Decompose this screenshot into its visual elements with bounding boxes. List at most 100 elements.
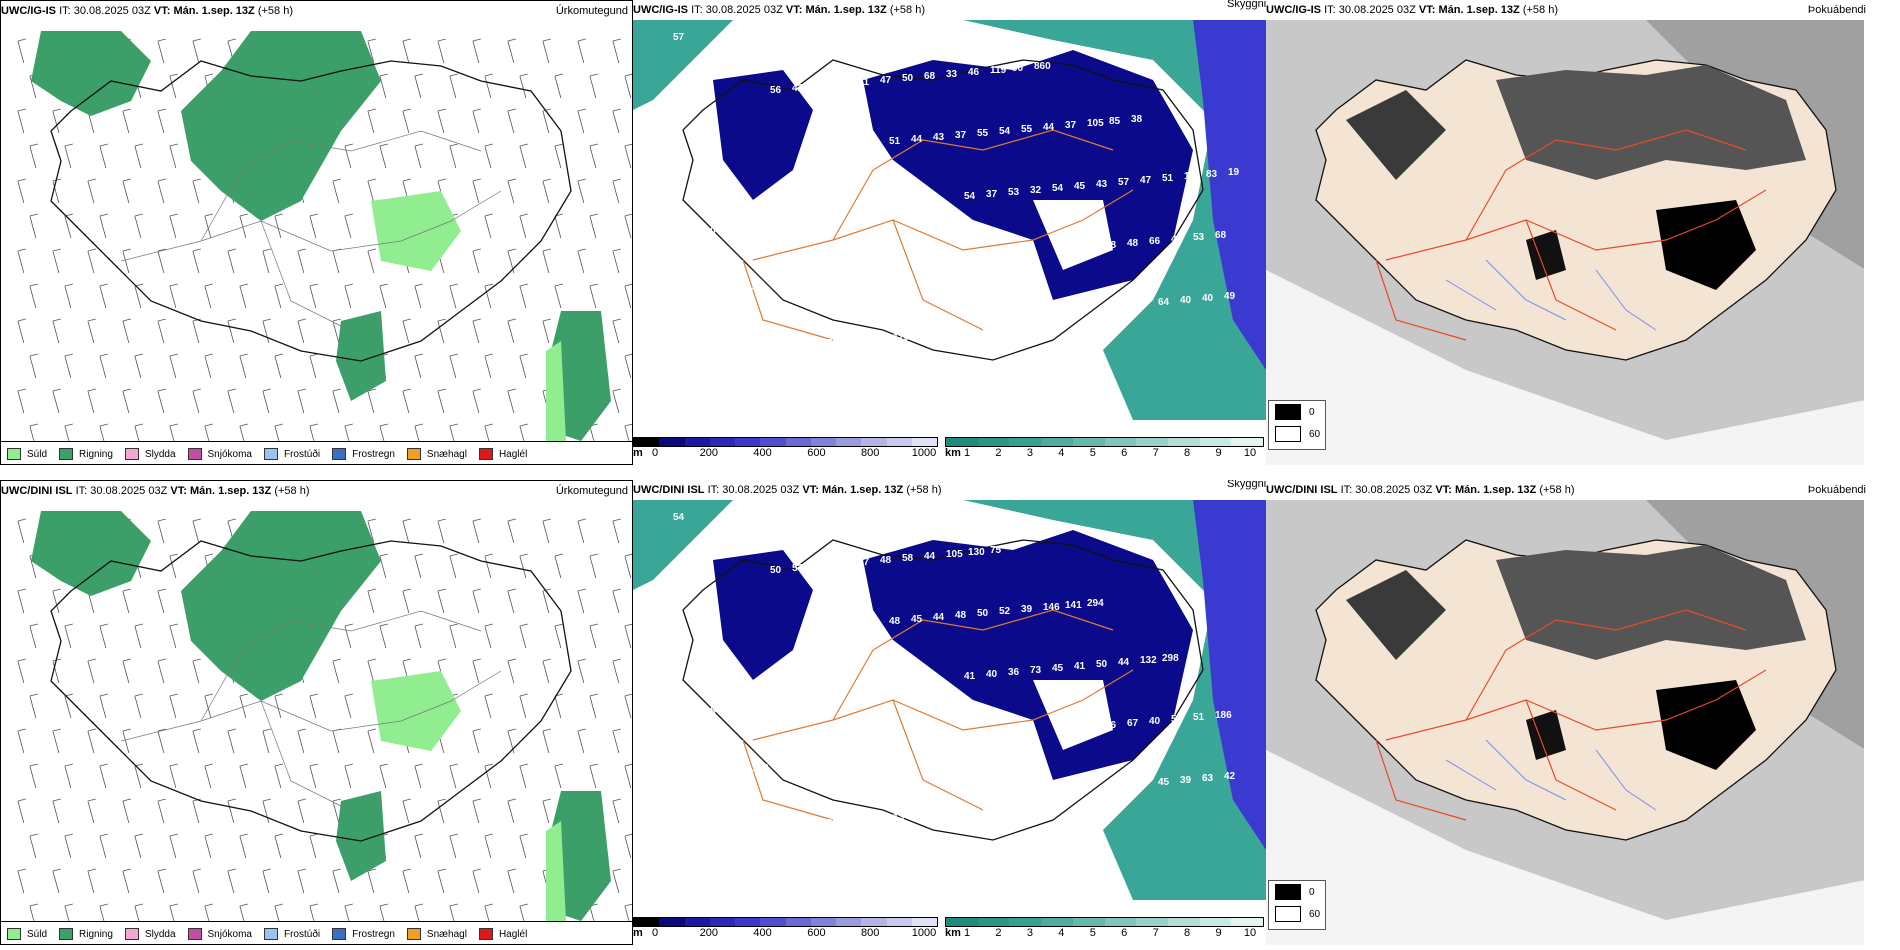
colorbar-tick-label: 2 [995,927,1002,939]
colorbar-tick-label: 800 [861,927,880,939]
vt-value: Mán. 1.sep. 13Z [1438,4,1520,16]
legend-swatch [406,928,421,940]
vt-label: VT: [1435,484,1452,496]
colorbar-tick-label: 400 [753,447,772,459]
lead-time: (+58 h) [906,484,942,496]
cloudbase-value-label: 43 [933,132,945,143]
colorbar-tick-label: 3 [1026,927,1033,939]
cloudbase-value-label: 57 [783,342,795,353]
legend-swatch [332,928,347,940]
fog-legend: 0 60 [1268,880,1326,930]
vt-value: Mán. 1.sep. 13Z [1454,484,1537,496]
cloudbase-value-label: 130 [968,547,985,558]
legend-swatch [478,448,493,460]
it-label: IT: [75,485,88,497]
model-name: UWC/DINI ISL [633,484,705,496]
cloudbase-value-label: 75 [990,545,1002,556]
cloudbase-value-label: 43 [871,334,883,345]
legend-label: Snjókoma [207,448,252,460]
cloudbase-value-label: 57 [686,289,698,300]
colorbar-tick-label: 2 [995,447,1002,459]
fog-legend-item: 0 [1269,401,1325,423]
cloudbase-value-label: 37 [955,130,967,141]
cloudbase-value-label: 54 [1052,183,1064,194]
cloudbase-value-label: 40 [1149,716,1161,727]
vt-value: Mán. 1.sep. 13Z [805,4,887,16]
fog-legend-item: 60 [1269,423,1325,445]
cloudbase-value-label: 15 [765,220,777,231]
colorbar-tick-label: 7 [1152,927,1159,939]
cloudbase-value-label: 44 [1118,657,1130,668]
cloudbase-value-label: 45 [1074,181,1086,192]
it-value: 30.08.2025 03Z [90,485,168,497]
cloudbase-value-label: 43 [774,281,786,292]
precip-legend-item: Snjókoma [187,448,252,460]
cloudbase-value-label: 37 [836,79,848,90]
cloudbase-value-label: 39 [739,346,751,357]
vt-label: VT: [785,4,803,16]
cloudbase-value-label: 57 [1171,714,1183,725]
vt-value: Mán. 1.sep. 13Z [821,484,904,496]
cloudbase-value-label: 51 [889,136,901,147]
cloudbase-value-label: 45 [1158,777,1170,788]
cloudbase-value-label: 40 [1180,295,1192,306]
it-value: 30.08.2025 03Z [705,4,783,16]
colorbar-tick-label: 1 [963,927,971,939]
cloudbase-map: 54 50 64 41 35 45 66 53 48 40 45 39 40 48 45 36 56 63 53 46… [633,500,1266,900]
cloudbase-value-label: 43 [849,336,861,347]
colorbar-tick-label: 1000 [911,447,937,459]
cloudbase-value-label: 83 [1206,169,1218,180]
precip-legend-item: Rigning [59,448,113,460]
cloudbase-value-label: 37 [986,189,998,200]
cloudbase-value-label: 39 [677,228,689,239]
legend-label: Snjókoma [207,928,252,940]
cloudbase-value-label: 55 [1021,124,1033,135]
cloudbase-colorbar: m 0 200 400 600 800 1000 [633,917,938,939]
cloudbase-value-label: 55 [827,338,839,349]
cloudbase-value-label: 237 [796,759,813,770]
cloudbase-value-label: 79 [761,344,773,355]
cloudbase-value-label: 44 [933,612,945,623]
cloudbase-value-label: 53 [1193,232,1205,243]
colorbar-tick-label: 3 [1026,447,1033,459]
colorbar-tick-label: 200 [699,927,718,939]
panel-header: UWC/DINI ISL IT: 30.08.2025 03Z VT: Mán.… [633,480,1266,500]
it-value: 30.08.2025 03Z [1338,4,1416,16]
cloudbase-value-label: 50 [977,608,989,619]
legend-label: Frostregn [352,448,395,460]
precip-map-svg [17,31,632,441]
colorbar-tick-label: 600 [807,447,826,459]
colorbar-tick-label: 10 [1243,447,1257,459]
cloudbase-value-label: 55 [977,128,989,139]
colorbar-tick-label: 400 [753,927,772,939]
colorbar-tick-label: 800 [861,447,880,459]
lead-time: (+58 h) [889,4,925,16]
panel-header: UWC/DINI ISL IT: 30.08.2025 03Z VT: Mán.… [1266,480,1900,500]
cloudbase-value-label: 88 [915,330,927,341]
panel-title-precip: Úrkomutegund [555,485,628,497]
it-label: IT: [1340,484,1353,496]
legend-swatch [332,448,347,460]
fog-indicator-panel: UWC/DINI ISL IT: 30.08.2025 03Z VT: Mán.… [1266,480,1900,945]
cloudbase-value-label: 50 [770,565,782,576]
legend-label: Rigning [79,928,113,940]
forecast-row: UWC/IG-IS IT: 30.08.2025 03Z VT: Mán. 1.… [0,0,1900,470]
fog-legend-value: 0 [1309,886,1315,898]
legend-swatch [263,928,278,940]
precip-legend-item: Snæhagl [406,928,467,940]
panel-title-sky: Skyggni [1227,0,1266,10]
cloudbase-value-label: 294 [1087,598,1104,609]
cloudbase-value-label: 66 [1149,236,1161,247]
model-name: UWC/IG-IS [1,5,56,17]
it-value: 30.08.2025 03Z [73,5,151,17]
cloudbase-value-label: 32 [1030,185,1042,196]
colorbar-tick-label: 600 [807,927,826,939]
fog-indicator-panel: UWC/IG-IS IT: 30.08.2025 03Z VT: Mán. 1.… [1266,0,1900,465]
legend-swatch [478,928,493,940]
colorbar-tick-label: 9 [1215,447,1222,459]
cloudbase-value-label: 38 [1131,114,1143,125]
it-value: 30.08.2025 03Z [722,484,800,496]
precip-legend-item: Rigning [59,928,113,940]
legend-swatch [59,928,74,940]
cloudbase-value-label: 39 [1180,775,1192,786]
